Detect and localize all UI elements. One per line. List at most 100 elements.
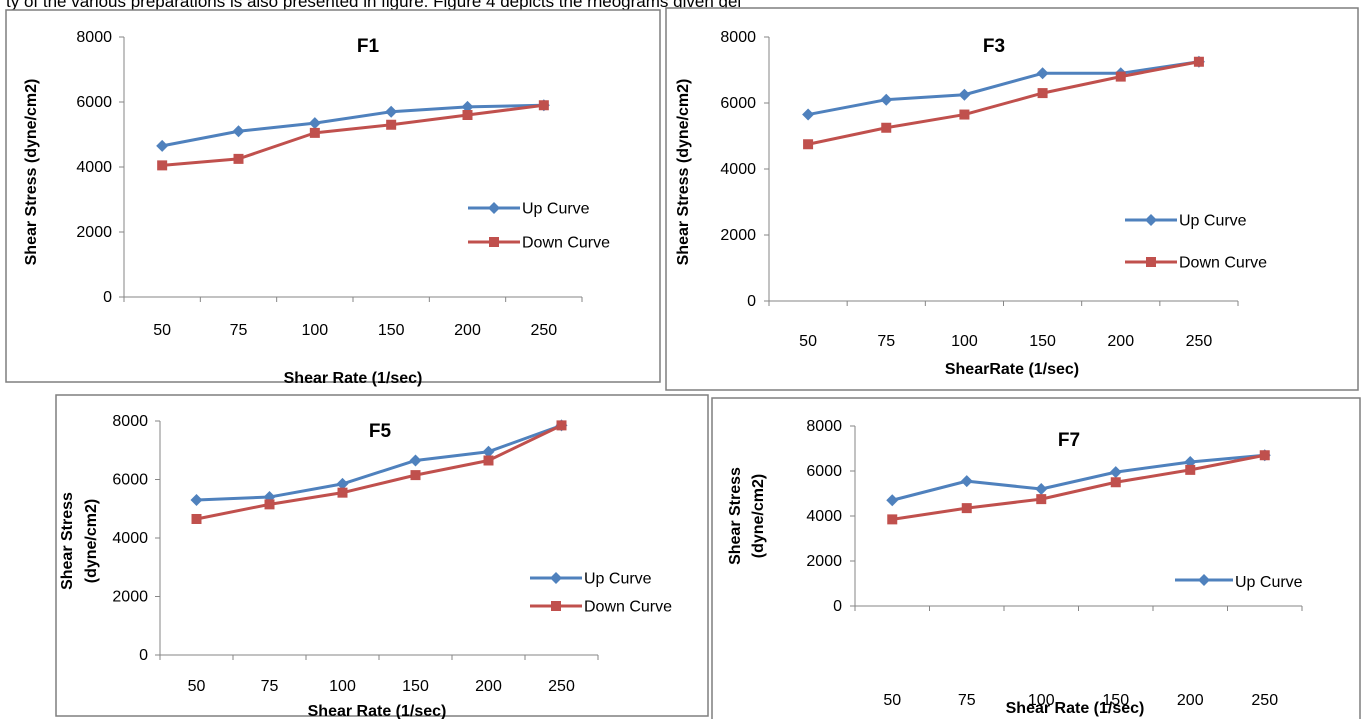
y-tick-label: 4000 xyxy=(76,159,112,176)
x-tick-label: 250 xyxy=(1251,692,1278,709)
x-tick-label: 100 xyxy=(1028,692,1055,709)
x-axis-title: ShearRate (1/sec) xyxy=(945,361,1079,378)
chart-title: F5 xyxy=(369,421,392,442)
x-tick-label: 150 xyxy=(402,678,429,695)
data-point xyxy=(1036,67,1049,80)
y-tick-label: 8000 xyxy=(112,413,148,430)
x-tick-label: 250 xyxy=(530,322,557,339)
data-point xyxy=(336,477,349,490)
y-tick-label: 2000 xyxy=(806,553,842,570)
data-point xyxy=(1035,483,1048,495)
legend-label: Up Curve xyxy=(1179,213,1247,230)
x-tick-label: 100 xyxy=(951,333,978,350)
data-point xyxy=(385,105,398,118)
data-point xyxy=(264,499,275,510)
chart-title: F1 xyxy=(357,36,380,57)
legend-marker xyxy=(551,601,561,611)
y-tick-label: 0 xyxy=(139,647,148,664)
x-axis-title: Shear Rate (1/sec) xyxy=(1006,700,1145,717)
y-tick-label: 6000 xyxy=(720,95,756,112)
x-tick-label: 75 xyxy=(958,692,976,709)
series-line-down-curve xyxy=(162,103,545,167)
y-tick-label: 2000 xyxy=(720,227,756,244)
data-point xyxy=(538,100,549,111)
legend-label: Down Curve xyxy=(1179,255,1267,272)
legend-marker xyxy=(489,237,499,247)
data-point xyxy=(1110,477,1121,488)
data-point xyxy=(309,127,320,138)
data-point xyxy=(409,454,422,467)
chart-border xyxy=(5,9,661,383)
x-tick-label: 50 xyxy=(153,322,171,339)
data-point xyxy=(410,470,421,481)
y-tick-label: 8000 xyxy=(720,29,756,46)
legend-label: Up Curve xyxy=(1235,574,1303,591)
y-tick-label: 0 xyxy=(833,598,842,615)
x-tick-label: 75 xyxy=(230,322,248,339)
data-point xyxy=(958,88,971,101)
data-point xyxy=(483,455,494,466)
series-line-down-curve xyxy=(807,60,1200,146)
y-tick-label: 4000 xyxy=(112,530,148,547)
data-point xyxy=(1115,71,1126,82)
legend-marker xyxy=(488,202,500,214)
data-point xyxy=(462,110,473,120)
data-point xyxy=(308,117,321,130)
data-point xyxy=(803,139,814,150)
data-point xyxy=(1259,450,1270,461)
data-point xyxy=(233,153,244,164)
data-point xyxy=(461,100,474,113)
data-point xyxy=(1037,88,1048,99)
x-tick-label: 100 xyxy=(301,322,328,339)
series-line-down-curve xyxy=(892,453,1266,521)
chart-border xyxy=(55,394,709,717)
legend-label: Up Curve xyxy=(522,201,590,218)
data-point xyxy=(156,139,169,152)
data-point xyxy=(1109,466,1122,479)
data-point xyxy=(1185,464,1196,475)
series-line-up-curve xyxy=(196,423,563,502)
data-point xyxy=(961,503,972,514)
x-tick-label: 50 xyxy=(883,692,901,709)
chart-title: F3 xyxy=(983,36,1005,57)
data-point xyxy=(960,475,973,488)
x-tick-label: 250 xyxy=(1186,333,1213,350)
x-tick-label: 200 xyxy=(1107,333,1134,350)
y-tick-label: 8000 xyxy=(76,29,112,46)
data-point xyxy=(1193,56,1204,67)
data-point xyxy=(482,445,495,458)
series-line-up-curve xyxy=(807,60,1200,117)
y-tick-label: 0 xyxy=(747,293,756,310)
data-point xyxy=(337,487,348,498)
legend-label: Down Curve xyxy=(584,599,672,616)
data-point xyxy=(386,119,397,130)
y-tick-label: 6000 xyxy=(806,463,842,480)
y-tick-label: 4000 xyxy=(806,508,842,525)
y-tick-label: 0 xyxy=(103,289,112,306)
y-axis-title: Shear Stress (dyne/cm2) xyxy=(23,79,40,266)
legend-marker xyxy=(550,572,562,584)
data-point xyxy=(881,122,892,133)
y-axis-title: Shear Stress xyxy=(727,467,744,565)
data-point xyxy=(232,125,245,138)
y-tick-label: 2000 xyxy=(76,224,112,241)
x-tick-label: 50 xyxy=(799,333,817,350)
data-point xyxy=(880,93,893,106)
legend-label: Down Curve xyxy=(522,235,610,252)
series-line-up-curve xyxy=(161,103,544,148)
data-point xyxy=(802,108,815,121)
chart-panel-f1: 0 2000 4000 6000 8000 50 75 100 150 200 250 F1 Shear… xyxy=(5,9,661,387)
x-tick-label: 200 xyxy=(475,678,502,695)
chart-border xyxy=(665,7,1359,391)
x-tick-label: 50 xyxy=(188,678,206,695)
data-point xyxy=(959,109,970,120)
x-tick-label: 75 xyxy=(877,333,895,350)
x-tick-label: 100 xyxy=(329,678,356,695)
y-axis-title: Shear Stress (dyne/cm2) xyxy=(675,79,692,266)
x-tick-label: 150 xyxy=(378,322,405,339)
y-tick-label: 8000 xyxy=(806,418,842,435)
x-tick-label: 75 xyxy=(261,678,279,695)
chart-panel-f7: 0 2000 4000 6000 8000 50 75 100 150 200 250 F7 Shear… xyxy=(711,397,1361,719)
data-point xyxy=(1036,494,1047,505)
legend-marker xyxy=(1198,574,1210,586)
